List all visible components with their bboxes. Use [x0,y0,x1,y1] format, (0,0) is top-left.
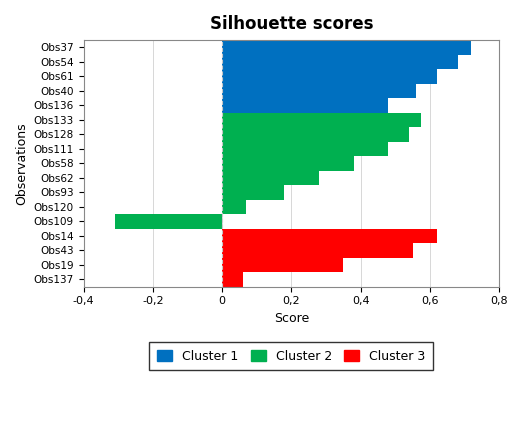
Bar [222,127,409,142]
Bar [222,272,243,287]
Bar [222,69,437,84]
Bar [222,229,437,243]
Bar [222,258,343,272]
Bar [222,84,416,98]
Bar [222,243,413,258]
Bar [222,40,471,54]
Bar [222,170,319,185]
Y-axis label: Observations: Observations [15,122,28,205]
Bar [222,54,458,69]
Legend: Cluster 1, Cluster 2, Cluster 3: Cluster 1, Cluster 2, Cluster 3 [150,342,433,370]
X-axis label: Score: Score [274,312,309,325]
Bar [222,142,389,156]
Bar [222,200,246,214]
Bar [222,98,389,113]
Bar [222,113,421,127]
Bar [222,185,285,200]
Title: Silhouette scores: Silhouette scores [210,15,373,33]
Bar [222,156,354,170]
Bar [115,214,222,229]
